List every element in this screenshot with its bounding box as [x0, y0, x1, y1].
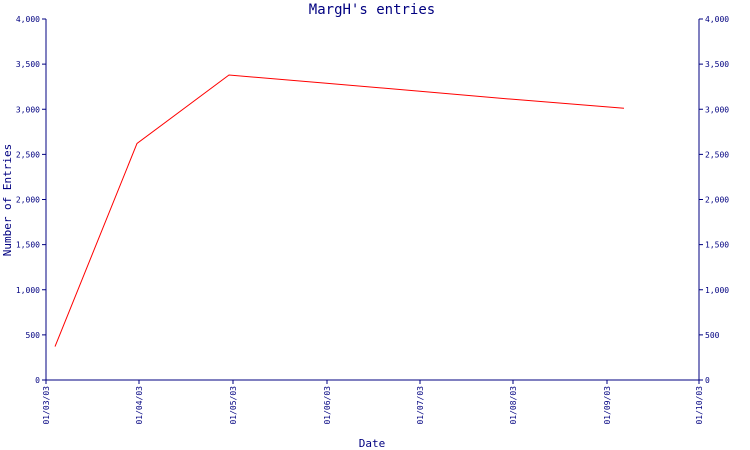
y-tick-label-right: 4,000: [705, 15, 729, 24]
y-tick-label-right: 3,000: [705, 105, 729, 114]
y-tick-label-left: 3,000: [16, 105, 40, 114]
y-tick-label-left: 2,000: [16, 196, 40, 205]
y-tick-label-left: 0: [35, 376, 40, 385]
series-line: [54, 74, 625, 347]
y-tick-label-left: 4,000: [16, 15, 40, 24]
y-tick-label-left: 1,000: [16, 286, 40, 295]
chart-title: MargH's entries: [309, 2, 435, 18]
y-tick-label-left: 3,500: [16, 60, 40, 69]
y-tick-label-right: 2,500: [705, 150, 729, 159]
x-tick-label: 01/09/03: [603, 386, 612, 425]
x-tick-label: 01/08/03: [509, 386, 518, 425]
y-tick-label-right: 3,500: [705, 60, 729, 69]
x-tick-label: 01/10/03: [695, 386, 704, 425]
y-tick-label-left: 500: [26, 331, 41, 340]
axes: [45, 19, 700, 381]
y-tick-label-right: 500: [705, 331, 720, 340]
x-tick-label: 01/07/03: [416, 386, 425, 425]
x-tick-label: 01/06/03: [323, 386, 332, 425]
x-tick-label: 01/03/03: [42, 386, 51, 425]
x-axis-label: Date: [359, 437, 386, 450]
y-tick-label-right: 0: [705, 376, 710, 385]
y-tick-label-right: 2,000: [705, 196, 729, 205]
x-tick-label: 01/04/03: [135, 386, 144, 425]
series: [54, 74, 625, 347]
y-axis-label: Number of Entries: [1, 144, 14, 257]
y-axis-left: 0 500 1,000 1,500 2,000 2,500 3,000 3,500 4,000: [16, 15, 46, 385]
y-axis-right: 0 500 1,000 1,500 2,000 2,500 3,000 3,500 4,000: [699, 15, 729, 385]
y-tick-label-left: 1,500: [16, 241, 40, 250]
x-tick-label: 01/05/03: [229, 386, 238, 425]
y-tick-label-right: 1,500: [705, 241, 729, 250]
x-axis: 01/03/03 01/04/03 01/05/03 01/06/03 01/07/03…: [42, 380, 704, 425]
y-tick-label-left: 2,500: [16, 150, 40, 159]
y-tick-label-right: 1,000: [705, 286, 729, 295]
